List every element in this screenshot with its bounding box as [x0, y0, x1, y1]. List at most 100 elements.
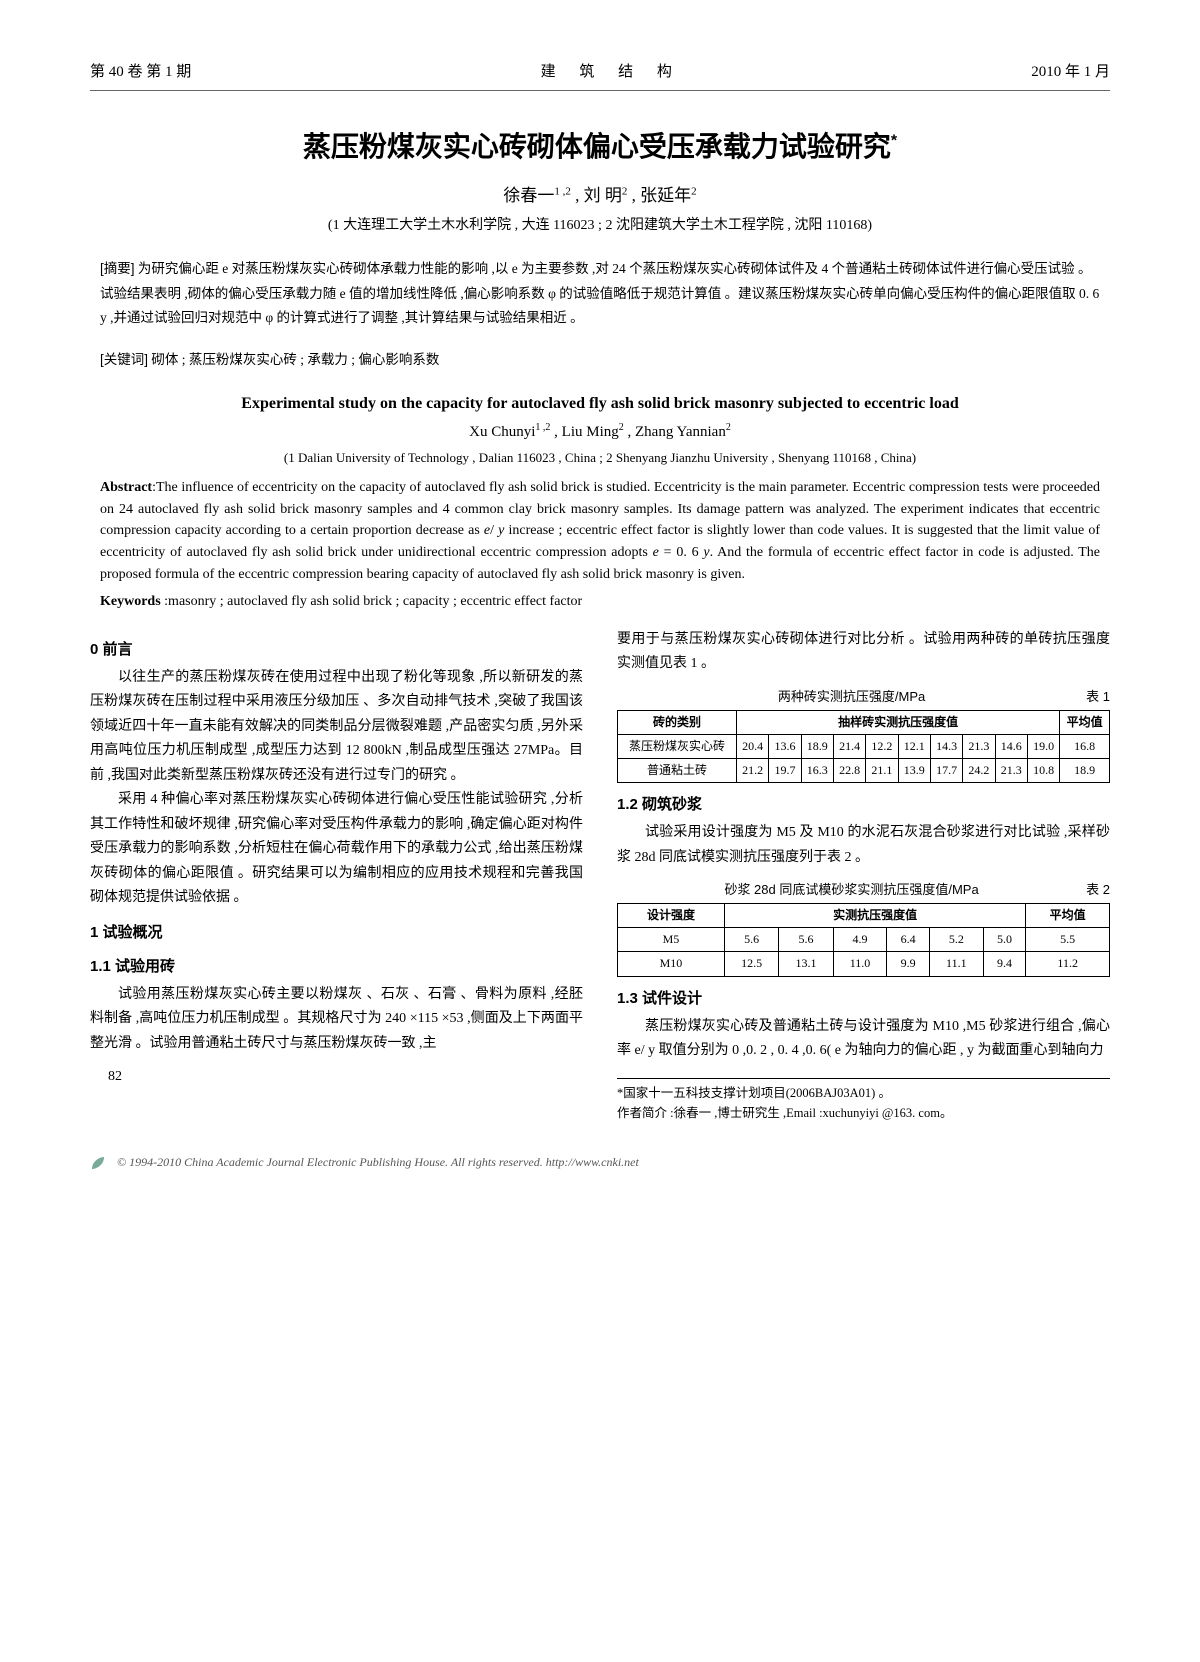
table2-caption-text: 砂浆 28d 同底试模砂浆实测抗压强度值/MPa: [617, 880, 1086, 901]
cell: 21.3: [995, 758, 1027, 782]
cell: 11.1: [930, 952, 984, 976]
t2-head-values: 实测抗压强度值: [724, 903, 1025, 927]
authors: 徐春一1 ,2 , 刘 明2 , 张延年2: [90, 182, 1110, 209]
cell: 21.4: [833, 734, 865, 758]
t2-head-avg: 平均值: [1026, 903, 1110, 927]
t1-head-type: 砖的类别: [618, 710, 737, 734]
para-11: 试验用蒸压粉煤灰实心砖主要以粉煤灰 、石灰 、石膏 、骨料为原料 ,经胚料制备 …: [90, 983, 583, 1057]
en-authors: Xu Chunyi1 ,2 , Liu Ming2 , Zhang Yannia…: [90, 420, 1110, 444]
cn-abstract: [摘要] 为研究偏心距 e 对蒸压粉煤灰实心砖砌体承载力性能的影响 ,以 e 为…: [100, 257, 1100, 330]
para-11-cont: 要用于与蒸压粉煤灰实心砖砌体进行对比分析 。试验用两种砖的单砖抗压强度实测值见表…: [617, 628, 1110, 677]
cell: 14.6: [995, 734, 1027, 758]
cell: 9.9: [887, 952, 930, 976]
cell: 13.6: [769, 734, 801, 758]
cell: 21.3: [963, 734, 995, 758]
cell: 5.0: [983, 928, 1026, 952]
footnote-author: 作者简介 :徐春一 ,博士研究生 ,Email :xuchunyiyi @163…: [617, 1103, 1110, 1123]
table-2: 设计强度 实测抗压强度值 平均值 M5 5.6 5.6 4.9 6.4 5.2 …: [617, 903, 1110, 977]
t2-r1-label: M5: [618, 928, 725, 952]
cell: 12.1: [898, 734, 930, 758]
cell: 6.4: [887, 928, 930, 952]
cell: 5.6: [779, 928, 833, 952]
cell: 13.1: [779, 952, 833, 976]
sec-0: 0 前言: [90, 638, 583, 662]
right-column: 要用于与蒸压粉煤灰实心砖砌体进行对比分析 。试验用两种砖的单砖抗压强度实测值见表…: [617, 628, 1110, 1123]
cell: 17.7: [930, 758, 962, 782]
cell: 5.5: [1026, 928, 1110, 952]
t1-r2-label: 普通粘土砖: [618, 758, 737, 782]
table-row: 设计强度 实测抗压强度值 平均值: [618, 903, 1110, 927]
table-row: 砖的类别 抽样砖实测抗压强度值 平均值: [618, 710, 1110, 734]
header-right: 2010 年 1 月: [1031, 60, 1110, 84]
en-affiliations: (1 Dalian University of Technology , Dal…: [90, 448, 1110, 469]
t1-head-values: 抽样砖实测抗压强度值: [736, 710, 1059, 734]
cell: 18.9: [801, 734, 833, 758]
header-center: 建 筑 结 构: [541, 60, 682, 84]
sec-1-3: 1.3 试件设计: [617, 987, 1110, 1011]
cell: 13.9: [898, 758, 930, 782]
publisher-footer: © 1994-2010 China Academic Journal Elect…: [90, 1153, 1110, 1172]
cell: 9.4: [983, 952, 1026, 976]
cell: 19.0: [1027, 734, 1059, 758]
cell: 24.2: [963, 758, 995, 782]
body-columns: 0 前言 以往生产的蒸压粉煤灰砖在使用过程中出现了粉化等现象 ,所以新研发的蒸压…: [90, 628, 1110, 1123]
sec-1: 1 试验概况: [90, 921, 583, 945]
running-header: 第 40 卷 第 1 期 建 筑 结 构 2010 年 1 月: [90, 60, 1110, 91]
abstract-text: 为研究偏心距 e 对蒸压粉煤灰实心砖砌体承载力性能的影响 ,以 e 为主要参数 …: [100, 261, 1099, 325]
table-row: 蒸压粉煤灰实心砖 20.4 13.6 18.9 21.4 12.2 12.1 1…: [618, 734, 1110, 758]
t1-head-avg: 平均值: [1060, 710, 1110, 734]
t2-head-design: 设计强度: [618, 903, 725, 927]
cell: 14.3: [930, 734, 962, 758]
cell: 21.2: [736, 758, 768, 782]
cell: 5.6: [724, 928, 778, 952]
publisher-text: © 1994-2010 China Academic Journal Elect…: [117, 1155, 639, 1169]
cn-keywords: [关键词] 砌体 ; 蒸压粉煤灰实心砖 ; 承载力 ; 偏心影响系数: [100, 348, 1100, 372]
sec-1-2: 1.2 砌筑砂浆: [617, 793, 1110, 817]
en-abstract-text: :The influence of eccentricity on the ca…: [100, 480, 1100, 582]
keywords-text: 砌体 ; 蒸压粉煤灰实心砖 ; 承载力 ; 偏心影响系数: [151, 352, 439, 367]
cell: 16.3: [801, 758, 833, 782]
table-1: 砖的类别 抽样砖实测抗压强度值 平均值 蒸压粉煤灰实心砖 20.4 13.6 1…: [617, 710, 1110, 784]
t2-r2-label: M10: [618, 952, 725, 976]
page-number: 82: [108, 1066, 583, 1088]
table1-caption-text: 两种砖实测抗压强度/MPa: [617, 687, 1086, 708]
table2-caption: 砂浆 28d 同底试模砂浆实测抗压强度值/MPa 表 2: [617, 880, 1110, 901]
header-left: 第 40 卷 第 1 期: [90, 60, 191, 84]
left-column: 0 前言 以往生产的蒸压粉煤灰砖在使用过程中出现了粉化等现象 ,所以新研发的蒸压…: [90, 628, 583, 1123]
table-row: 普通粘土砖 21.2 19.7 16.3 22.8 21.1 13.9 17.7…: [618, 758, 1110, 782]
en-abstract: Abstract:The influence of eccentricity o…: [100, 477, 1100, 585]
para-12: 试验采用设计强度为 M5 及 M10 的水泥石灰混合砂浆进行对比试验 ,采样砂浆…: [617, 821, 1110, 870]
affiliations: (1 大连理工大学土木水利学院 , 大连 116023 ; 2 沈阳建筑大学土木…: [90, 215, 1110, 237]
cell: 10.8: [1027, 758, 1059, 782]
cell: 20.4: [736, 734, 768, 758]
leaf-icon: [90, 1155, 106, 1171]
en-title: Experimental study on the capacity for a…: [90, 391, 1110, 417]
cell: 18.9: [1060, 758, 1110, 782]
footnotes: *国家十一五科技支撑计划项目(2006BAJ03A01) 。 作者简介 :徐春一…: [617, 1078, 1110, 1123]
cell: 19.7: [769, 758, 801, 782]
cell: 4.9: [833, 928, 887, 952]
para-13: 蒸压粉煤灰实心砖及普通粘土砖与设计强度为 M10 ,M5 砂浆进行组合 ,偏心率…: [617, 1015, 1110, 1064]
footnote-funding: *国家十一五科技支撑计划项目(2006BAJ03A01) 。: [617, 1083, 1110, 1103]
paper-title: 蒸压粉煤灰实心砖砌体偏心受压承载力试验研究*: [90, 125, 1110, 170]
table1-number: 表 1: [1086, 687, 1110, 708]
en-keywords-text: :masonry ; autoclaved fly ash solid bric…: [161, 594, 583, 609]
cell: 11.0: [833, 952, 887, 976]
title-text: 蒸压粉煤灰实心砖砌体偏心受压承载力试验研究: [303, 131, 891, 162]
cell: 11.2: [1026, 952, 1110, 976]
cell: 12.2: [866, 734, 898, 758]
cell: 16.8: [1060, 734, 1110, 758]
cell: 5.2: [930, 928, 984, 952]
cell: 22.8: [833, 758, 865, 782]
table2-number: 表 2: [1086, 880, 1110, 901]
para-0a: 以往生产的蒸压粉煤灰砖在使用过程中出现了粉化等现象 ,所以新研发的蒸压粉煤灰砖在…: [90, 666, 583, 789]
cell: 21.1: [866, 758, 898, 782]
keywords-label: [关键词]: [100, 352, 148, 367]
abstract-label: [摘要]: [100, 261, 135, 276]
table1-caption: 两种砖实测抗压强度/MPa 表 1: [617, 687, 1110, 708]
cell: 12.5: [724, 952, 778, 976]
en-keywords: Keywords :masonry ; autoclaved fly ash s…: [100, 591, 1100, 613]
table-row: M5 5.6 5.6 4.9 6.4 5.2 5.0 5.5: [618, 928, 1110, 952]
para-0b: 采用 4 种偏心率对蒸压粉煤灰实心砖砌体进行偏心受压性能试验研究 ,分析其工作特…: [90, 788, 583, 911]
title-footnote-mark: *: [891, 133, 897, 150]
